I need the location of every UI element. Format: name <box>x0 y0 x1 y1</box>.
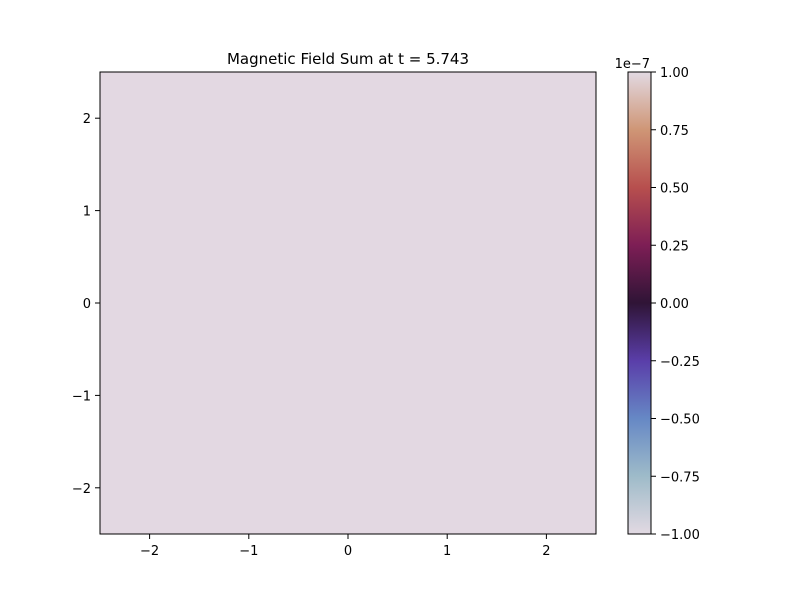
colorbar-offset-label: 1e−7 <box>615 57 650 72</box>
colorbar-tick-label: −0.50 <box>660 413 700 428</box>
y-tick-label: −1 <box>72 389 91 404</box>
colorbar: 1e−7 −1.00 −0.75 −0.50 −0.25 0.00 0.25 0.50 0.7… <box>615 57 700 543</box>
heatmap-field <box>100 72 596 534</box>
plot-area <box>99 71 597 535</box>
x-tick-label: 2 <box>542 544 550 559</box>
y-tick-label: 0 <box>83 297 91 312</box>
colorbar-ticks: −1.00 −0.75 −0.50 −0.25 0.00 0.25 0.50 0.75 1.00 <box>651 66 700 543</box>
chart-title: Magnetic Field Sum at t = 5.743 <box>227 50 469 68</box>
x-tick-label: −1 <box>239 544 258 559</box>
x-tick-label: 1 <box>443 544 451 559</box>
y-axis: −2 −1 0 1 2 <box>72 112 100 497</box>
x-tick-label: −2 <box>140 544 159 559</box>
y-tick-label: 1 <box>83 205 91 220</box>
colorbar-tick-label: 0.75 <box>660 124 689 139</box>
y-tick-label: 2 <box>83 112 91 127</box>
colorbar-tick-label: 0.50 <box>660 182 689 197</box>
colorbar-tick-label: 1.00 <box>660 66 689 81</box>
colorbar-tick-label: −1.00 <box>660 528 700 543</box>
colorbar-tick-label: −0.75 <box>660 470 700 485</box>
colorbar-fill <box>628 72 651 534</box>
colorbar-tick-label: −0.25 <box>660 355 700 370</box>
colorbar-tick-label: 0.00 <box>660 297 689 312</box>
colorbar-tick-label: 0.25 <box>660 239 689 254</box>
x-axis: −2 −1 0 1 2 <box>140 534 551 559</box>
x-tick-label: 0 <box>344 544 352 559</box>
y-tick-label: −2 <box>72 482 91 497</box>
